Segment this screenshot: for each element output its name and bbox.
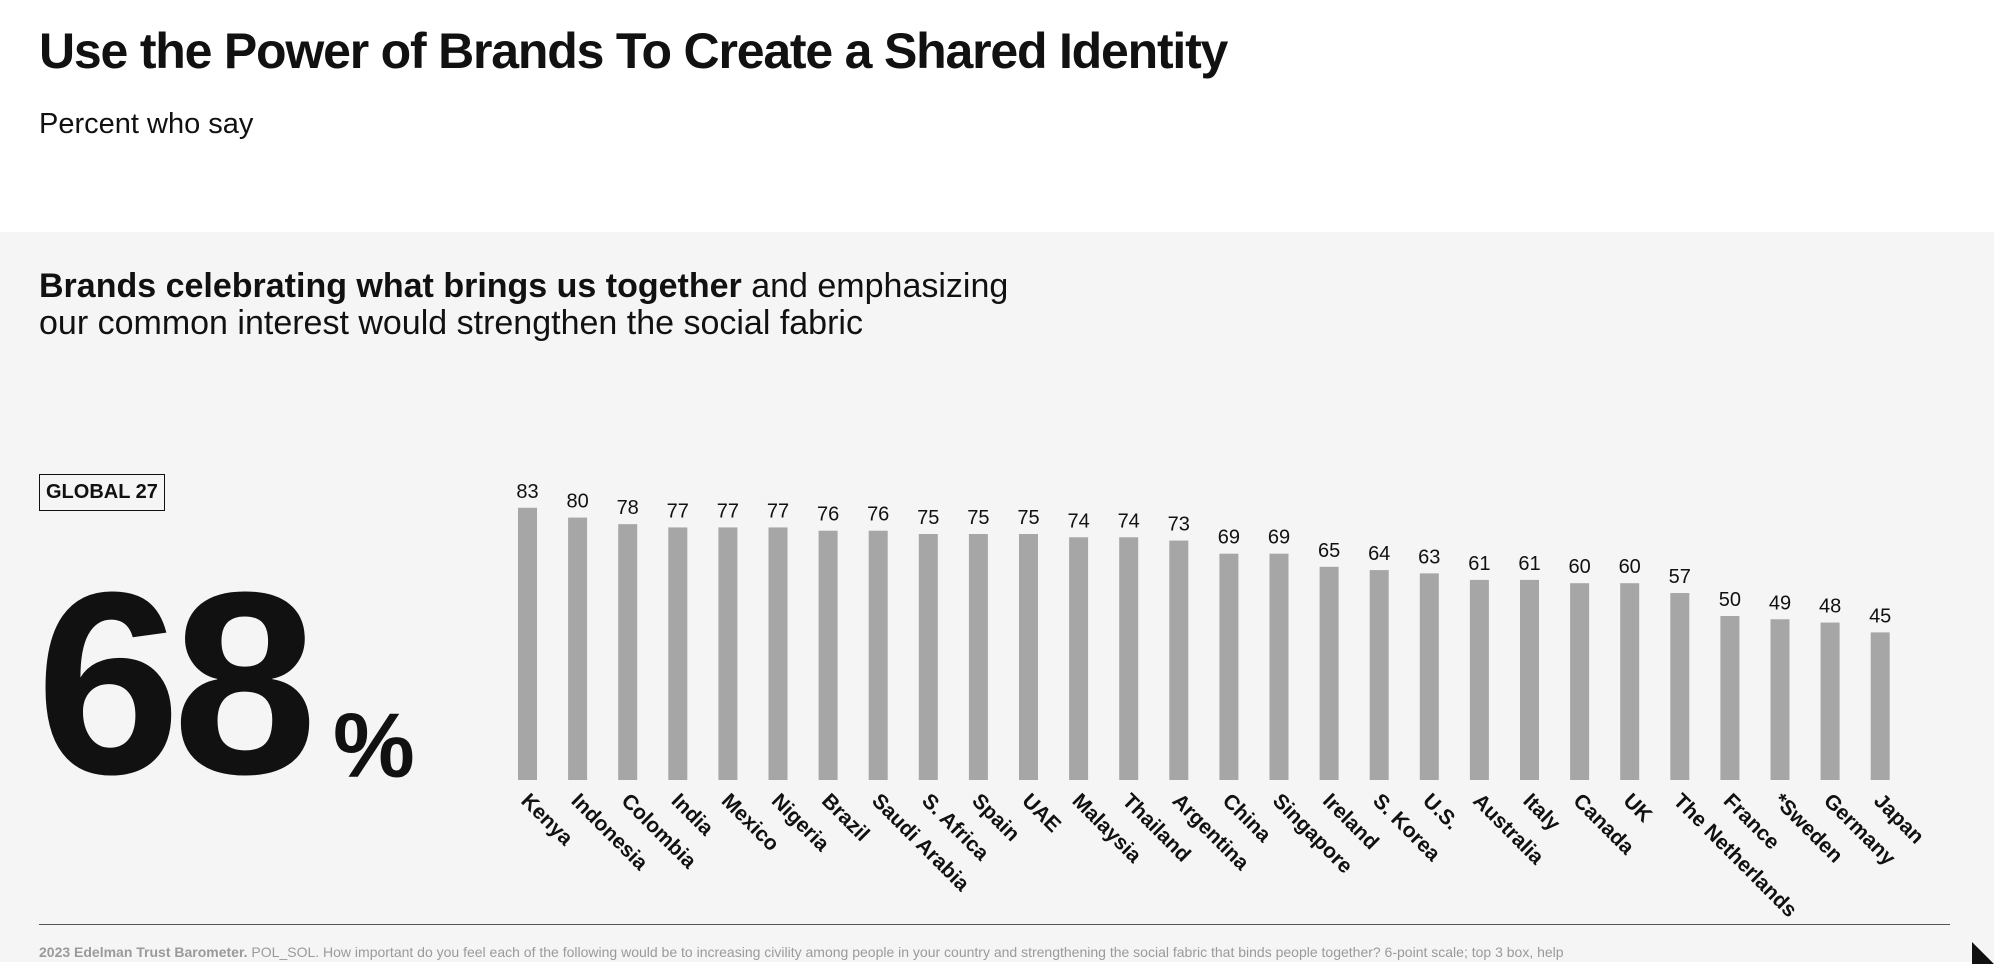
category-tick-label: Italy	[1518, 789, 1564, 835]
page-subtitle: Percent who say	[39, 108, 254, 140]
bar-value-label: 78	[617, 497, 639, 519]
bar-colombia	[618, 524, 638, 780]
source-name: 2023 Edelman Trust Barometer.	[39, 944, 248, 960]
bar-australia	[1469, 579, 1489, 780]
country-bar-chart: 83Kenya80Indonesia78Colombia77India77Mex…	[516, 481, 1928, 922]
global-percent-value: 68	[36, 539, 317, 829]
source-footnote: 2023 Edelman Trust Barometer. POL_SOL. H…	[39, 944, 1839, 960]
bar-value-label: 57	[1669, 566, 1691, 588]
bar-ireland	[1319, 566, 1339, 780]
bar-value-label: 80	[566, 491, 588, 513]
bar-value-label: 77	[767, 500, 789, 522]
bar-malaysia	[1069, 537, 1089, 780]
bar-spain	[968, 534, 988, 780]
bar-value-label: 75	[1017, 507, 1039, 529]
bar-indonesia	[568, 517, 588, 780]
bar-value-label: 64	[1368, 543, 1390, 565]
bar-u-s	[1419, 573, 1439, 780]
statement-bold: Brands celebrating what brings us togeth…	[39, 267, 742, 305]
bar-value-label: 65	[1318, 540, 1340, 562]
bar-value-label: 77	[717, 500, 739, 522]
bar-value-label: 61	[1468, 553, 1490, 575]
bar-italy	[1520, 579, 1539, 780]
page-title: Use the Power of Brands To Create a Shar…	[39, 23, 1228, 79]
bar-value-label: 77	[667, 500, 689, 522]
bar-thailand	[1119, 537, 1139, 780]
statement: Brands celebrating what brings us togeth…	[39, 268, 1139, 342]
bar-kenya	[518, 507, 537, 780]
bar-value-label: 60	[1619, 556, 1641, 578]
bar-nigeria	[768, 527, 788, 780]
bar-value-label: 74	[1118, 510, 1140, 532]
statement-rest-line1: and emphasizing	[741, 267, 1009, 305]
footer-divider	[39, 924, 1950, 925]
bar-value-label: 69	[1218, 527, 1240, 549]
category-tick-label: UAE	[1017, 789, 1065, 837]
bar-argentina	[1169, 540, 1189, 780]
bar-value-label: 83	[516, 481, 538, 503]
bar-value-label: 75	[917, 507, 939, 529]
bar-japan	[1870, 632, 1890, 780]
global-percent-sign: %	[333, 695, 415, 797]
bar-s-africa	[918, 534, 938, 780]
bar-value-label: 75	[967, 507, 989, 529]
bar-value-label: 48	[1819, 596, 1841, 618]
bar-value-label: 76	[867, 504, 889, 526]
bar-s-korea	[1369, 570, 1389, 780]
bar-india	[668, 527, 688, 780]
source-question: POL_SOL. How important do you feel each …	[247, 944, 1564, 960]
bar-value-label: 74	[1067, 510, 1089, 532]
bar-china	[1219, 553, 1239, 780]
bar-value-label: 73	[1168, 514, 1190, 536]
bar-value-label: 61	[1518, 553, 1540, 575]
category-tick-label: U.S.	[1418, 789, 1463, 834]
chart-panel: Brands celebrating what brings us togeth…	[0, 232, 1994, 964]
bar-germany	[1820, 622, 1840, 780]
next-slide-arrow-icon[interactable]	[1972, 942, 1994, 964]
category-tick-label: Kenya	[516, 789, 577, 850]
bar-france	[1720, 616, 1740, 780]
global-badge: GLOBAL 27	[39, 474, 165, 511]
bar-value-label: 60	[1568, 556, 1590, 578]
bar-the-netherlands	[1670, 593, 1690, 780]
bar-uae	[1019, 534, 1038, 780]
bar-sweden	[1770, 619, 1790, 780]
bar-value-label: 76	[817, 504, 839, 526]
bar-value-label: 69	[1268, 527, 1290, 549]
bar-singapore	[1269, 553, 1289, 780]
bar-mexico	[718, 527, 738, 780]
bar-brazil	[818, 530, 838, 780]
bar-value-label: 50	[1719, 589, 1741, 611]
bar-value-label: 63	[1418, 546, 1440, 568]
statement-rest-line2: our common interest would strengthen the…	[39, 304, 863, 342]
category-tick-label: UK	[1619, 789, 1657, 827]
bar-canada	[1570, 583, 1590, 780]
bar-saudi-arabia	[868, 530, 888, 780]
bar-uk	[1620, 583, 1640, 780]
bar-value-label: 49	[1769, 592, 1791, 614]
bar-value-label: 45	[1869, 605, 1891, 627]
